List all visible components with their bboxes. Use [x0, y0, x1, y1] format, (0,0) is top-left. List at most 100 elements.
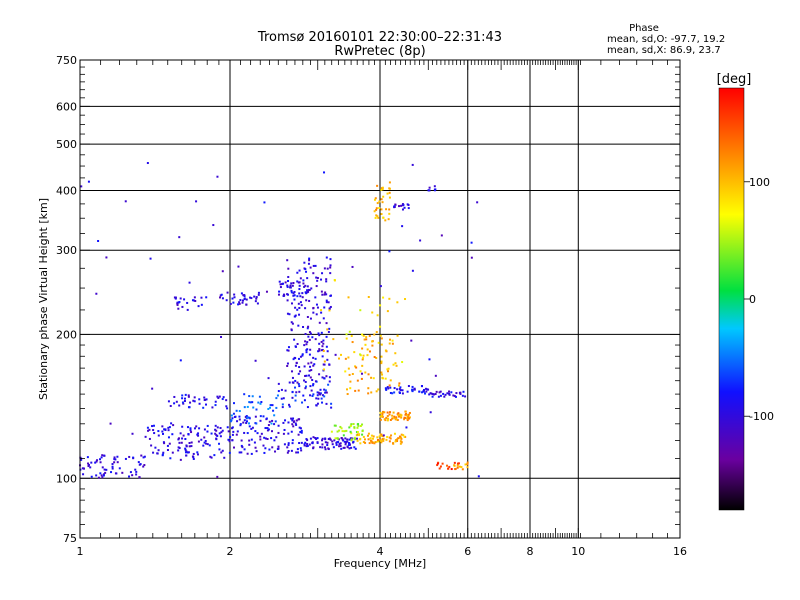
data-point [318, 342, 321, 345]
data-point [178, 236, 181, 239]
data-point [355, 366, 358, 369]
data-point [128, 475, 131, 478]
data-point [439, 390, 442, 393]
data-point [448, 393, 451, 396]
data-point [362, 441, 365, 444]
data-point [348, 330, 351, 333]
data-point [298, 292, 301, 295]
data-point [236, 420, 239, 423]
data-point [340, 447, 343, 450]
data-point [316, 402, 319, 405]
data-point [292, 294, 295, 297]
data-point [291, 396, 294, 399]
data-point [379, 418, 382, 421]
data-point [211, 406, 214, 409]
data-point [388, 413, 391, 416]
data-point [464, 395, 467, 398]
data-point [404, 410, 407, 413]
data-point [380, 360, 383, 363]
data-point [286, 299, 289, 302]
data-point [250, 297, 253, 300]
data-point [90, 461, 93, 464]
data-point [264, 447, 267, 450]
data-point [458, 465, 461, 468]
data-point [320, 309, 323, 312]
data-point [448, 390, 451, 393]
data-point [179, 432, 182, 435]
data-point [334, 437, 337, 440]
data-point [246, 452, 249, 455]
data-point [101, 476, 104, 479]
data-point [292, 358, 295, 361]
data-point [177, 438, 180, 441]
data-point [161, 425, 164, 428]
data-point [298, 426, 301, 429]
data-point [282, 432, 285, 435]
data-point [305, 438, 308, 441]
data-point [262, 444, 265, 447]
data-point [115, 472, 118, 475]
colorbar-tick-label: 0 [749, 293, 756, 306]
data-point [388, 440, 391, 443]
data-point [456, 464, 459, 467]
data-point [232, 430, 235, 433]
data-point [393, 205, 396, 208]
data-point [308, 257, 311, 260]
data-point [358, 438, 361, 441]
data-point [305, 351, 308, 354]
data-point [253, 295, 256, 298]
data-point [293, 420, 296, 423]
data-point [294, 422, 297, 425]
data-point [178, 447, 181, 450]
data-point [302, 394, 305, 397]
data-point [241, 446, 244, 449]
data-point [328, 376, 331, 379]
data-point [359, 353, 362, 356]
data-point [351, 373, 354, 376]
data-point [293, 315, 296, 318]
data-point [335, 441, 338, 444]
data-point [294, 364, 297, 367]
data-point [386, 310, 389, 313]
data-point [368, 334, 371, 337]
data-point [189, 427, 192, 430]
data-point [293, 294, 296, 297]
data-point [308, 299, 311, 302]
data-point [376, 184, 379, 187]
data-point [321, 437, 324, 440]
data-point [316, 394, 319, 397]
data-point [267, 377, 270, 380]
data-point [249, 401, 252, 404]
data-point [303, 379, 306, 382]
data-point [368, 442, 371, 445]
data-point [350, 439, 353, 442]
data-point [113, 458, 116, 461]
data-point [173, 402, 176, 405]
data-point [296, 448, 299, 451]
data-point [328, 309, 331, 312]
data-point [325, 256, 328, 259]
data-point [293, 291, 296, 294]
data-point [193, 427, 196, 430]
data-point [345, 429, 348, 432]
data-point [257, 401, 260, 404]
data-point [310, 287, 313, 290]
data-point [264, 427, 267, 430]
data-point [395, 418, 398, 421]
data-point [181, 394, 184, 397]
data-point [386, 370, 389, 373]
data-point [309, 376, 312, 379]
data-point [294, 399, 297, 402]
data-point [246, 416, 249, 419]
data-point [242, 421, 245, 424]
data-point [297, 324, 300, 327]
data-point [381, 373, 384, 376]
data-point [294, 379, 297, 382]
data-point [406, 413, 409, 416]
data-point [388, 297, 391, 300]
data-point [375, 357, 378, 360]
data-point [86, 456, 89, 459]
data-point [387, 367, 390, 370]
data-point [298, 269, 301, 272]
data-point [349, 430, 352, 433]
